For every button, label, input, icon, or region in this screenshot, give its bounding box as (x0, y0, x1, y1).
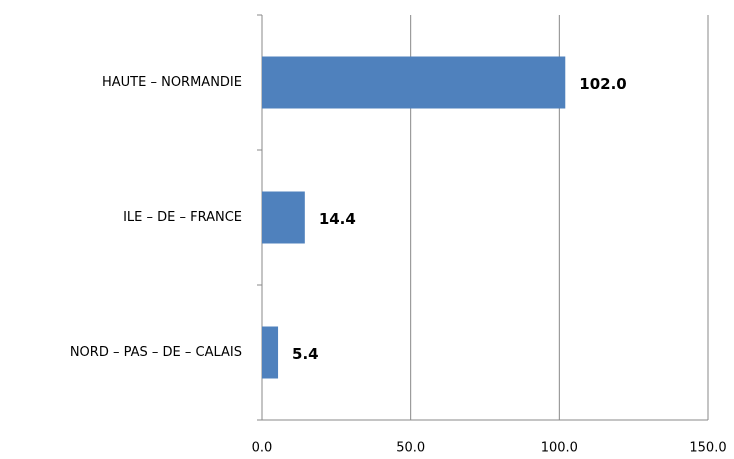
value-label: 5.4 (292, 345, 319, 363)
value-label: 14.4 (319, 210, 356, 228)
bar (262, 56, 566, 109)
x-tick-label: 100.0 (541, 441, 578, 456)
x-tick-label: 0.0 (252, 441, 273, 456)
bar (262, 326, 279, 379)
y-tick-label: ILE – DE – FRANCE (123, 210, 242, 225)
y-tick-label: NORD – PAS – DE – CALAIS (70, 345, 242, 360)
x-tick-label: 50.0 (396, 441, 425, 456)
bar (262, 191, 305, 244)
y-tick-label: HAUTE – NORMANDIE (102, 75, 242, 90)
value-label: 102.0 (579, 75, 626, 93)
x-tick-label: 150.0 (689, 441, 726, 456)
